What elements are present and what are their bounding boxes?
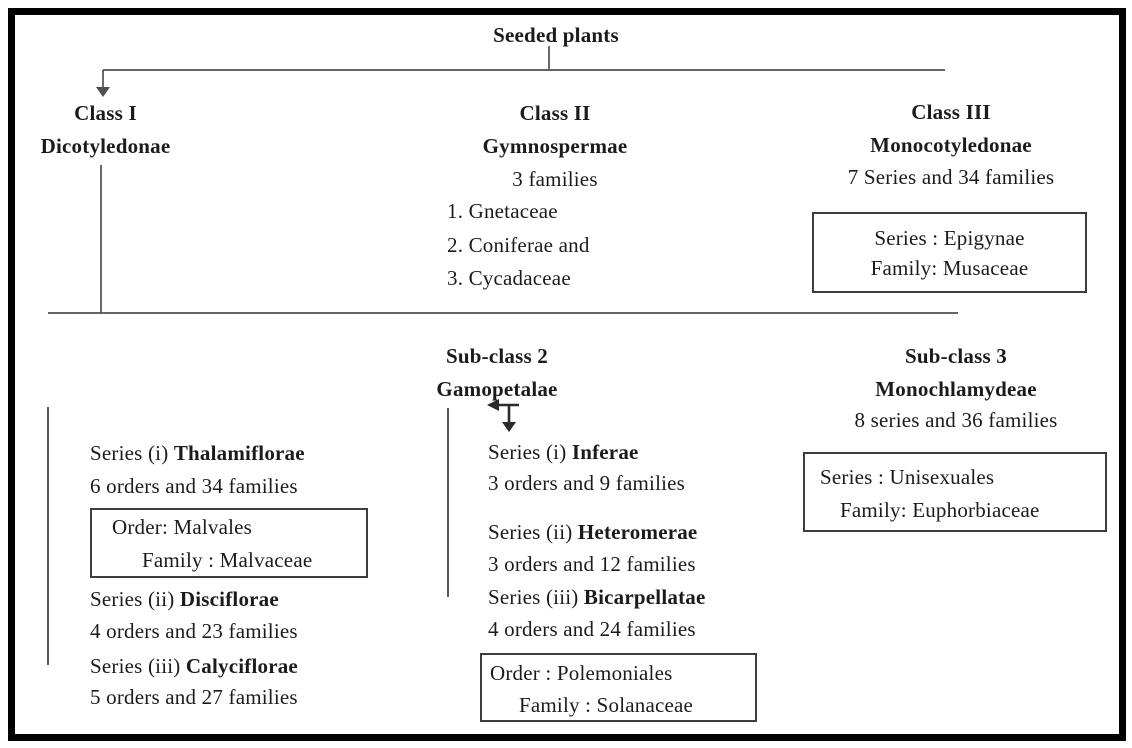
series-detail: 3 orders and 9 families	[488, 471, 686, 495]
series-name: Thalamiflorae	[173, 441, 305, 465]
series-label: Series (i) Thalamiflorae	[90, 437, 305, 469]
example-family-line: Family: Musaceae	[870, 256, 1029, 280]
root-node-title: Seeded plants	[493, 23, 619, 47]
example-family-line: Family : Solanaceae	[519, 693, 694, 717]
series-label: Series (ii) Heteromerae	[488, 516, 697, 548]
series-name: Disciflorae	[179, 587, 279, 611]
class2-taxon: Gymnospermae	[482, 134, 628, 158]
class2-family-item: 3. Cycadaceae	[447, 266, 571, 290]
series-name: Calyciflorae	[185, 654, 298, 678]
example-order-line: Order : Polemoniales	[490, 661, 673, 685]
example-series-line: Series : Unisexuales	[820, 465, 995, 489]
subclass3-example-box: Series : Unisexuales Family: Euphorbiace…	[803, 452, 1107, 532]
class3-example-box: Series : Epigynae Family: Musaceae	[812, 212, 1087, 293]
subclass1-example-box: Order: Malvales Family : Malvaceae	[90, 508, 368, 578]
series-name: Inferae	[571, 440, 639, 464]
example-family-line: Family : Malvaceae	[142, 548, 313, 572]
series-prefix: Series (i)	[90, 441, 174, 465]
series-label: Series (iii) Bicarpellatae	[488, 581, 706, 613]
series-detail: 4 orders and 23 families	[90, 619, 298, 643]
subclass2-taxon: Gamopetalae	[436, 377, 558, 401]
series-label: Series (iii) Calyciflorae	[90, 650, 298, 682]
series-prefix: Series (ii)	[488, 520, 578, 544]
series-name: Bicarpellatae	[583, 585, 706, 609]
series-detail: 6 orders and 34 families	[90, 474, 298, 498]
example-order-line: Order: Malvales	[112, 515, 253, 539]
series-prefix: Series (iii)	[488, 585, 584, 609]
class2-label: Class II	[519, 101, 591, 125]
class1-taxon: Dicotyledonae	[40, 134, 171, 158]
series-name: Heteromerae	[577, 520, 698, 544]
series-prefix: Series (ii)	[90, 587, 180, 611]
class2-family-item: 2. Coniferae and	[447, 233, 590, 257]
subclass3-label: Sub-class 3	[905, 344, 1007, 368]
subclass2-example-box: Order : Polemoniales Family : Solanaceae	[480, 653, 757, 722]
example-series-line: Series : Epigynae	[874, 226, 1025, 250]
diagram-border-frame	[8, 8, 1126, 741]
series-detail: 4 orders and 24 families	[488, 617, 696, 641]
class3-label: Class III	[911, 100, 991, 124]
series-label: Series (i) Inferae	[488, 436, 639, 468]
series-prefix: Series (iii)	[90, 654, 186, 678]
series-label: Series (ii) Disciflorae	[90, 583, 279, 615]
subclass2-label: Sub-class 2	[446, 344, 548, 368]
example-family-line: Family: Euphorbiaceae	[840, 498, 1040, 522]
class2-family-item: 1. Gnetaceae	[447, 199, 558, 223]
subclass3-taxon: Monochlamydeae	[875, 377, 1037, 401]
class3-families-count: 7 Series and 34 families	[847, 165, 1055, 189]
series-detail: 3 orders and 12 families	[488, 552, 696, 576]
series-detail: 5 orders and 27 families	[90, 685, 298, 709]
class3-taxon: Monocotyledonae	[870, 133, 1032, 157]
series-prefix: Series (i)	[488, 440, 572, 464]
class2-families-count: 3 families	[512, 167, 598, 191]
class1-label: Class I	[74, 101, 137, 125]
subclass3-series-count: 8 series and 36 families	[854, 408, 1058, 432]
